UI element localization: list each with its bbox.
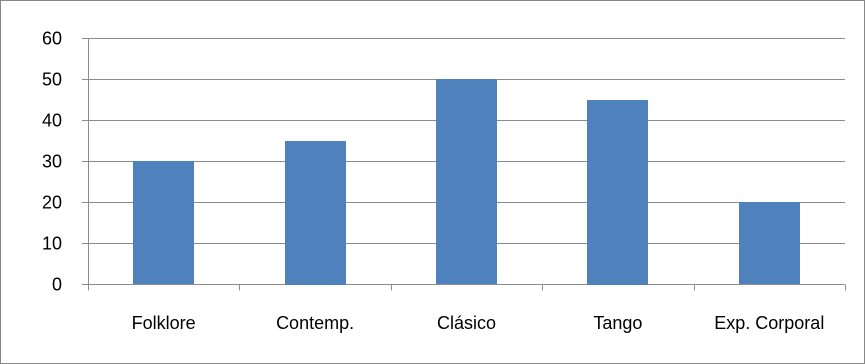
- x-tick-labels: Folklore Contemp. Clásico Tango Exp. Corpora…: [132, 313, 825, 333]
- x-tick-label-2: Clásico: [437, 313, 496, 333]
- y-tick-label-0: 0: [52, 275, 62, 295]
- y-tick-label-40: 40: [42, 111, 62, 131]
- y-tick-label-20: 20: [42, 193, 62, 213]
- bar-folklore: [133, 161, 194, 284]
- x-tick-label-4: Exp. Corporal: [714, 313, 824, 333]
- bar-tango: [587, 100, 648, 285]
- bar-contemp: [285, 141, 346, 285]
- y-tick-label-60: 60: [42, 29, 62, 49]
- axes: [82, 38, 846, 291]
- bars: [133, 79, 800, 285]
- y-tick-labels: 0 10 20 30 40 50 60: [42, 29, 62, 295]
- bar-exp-corporal: [739, 202, 800, 284]
- y-tick-label-30: 30: [42, 152, 62, 172]
- x-tick-label-1: Contemp.: [276, 313, 354, 333]
- x-tick-label-3: Tango: [593, 313, 642, 333]
- bar-cl-sico: [436, 79, 497, 284]
- y-tick-label-10: 10: [42, 234, 62, 254]
- x-tick-label-0: Folklore: [132, 313, 196, 333]
- y-tick-label-50: 50: [42, 70, 62, 90]
